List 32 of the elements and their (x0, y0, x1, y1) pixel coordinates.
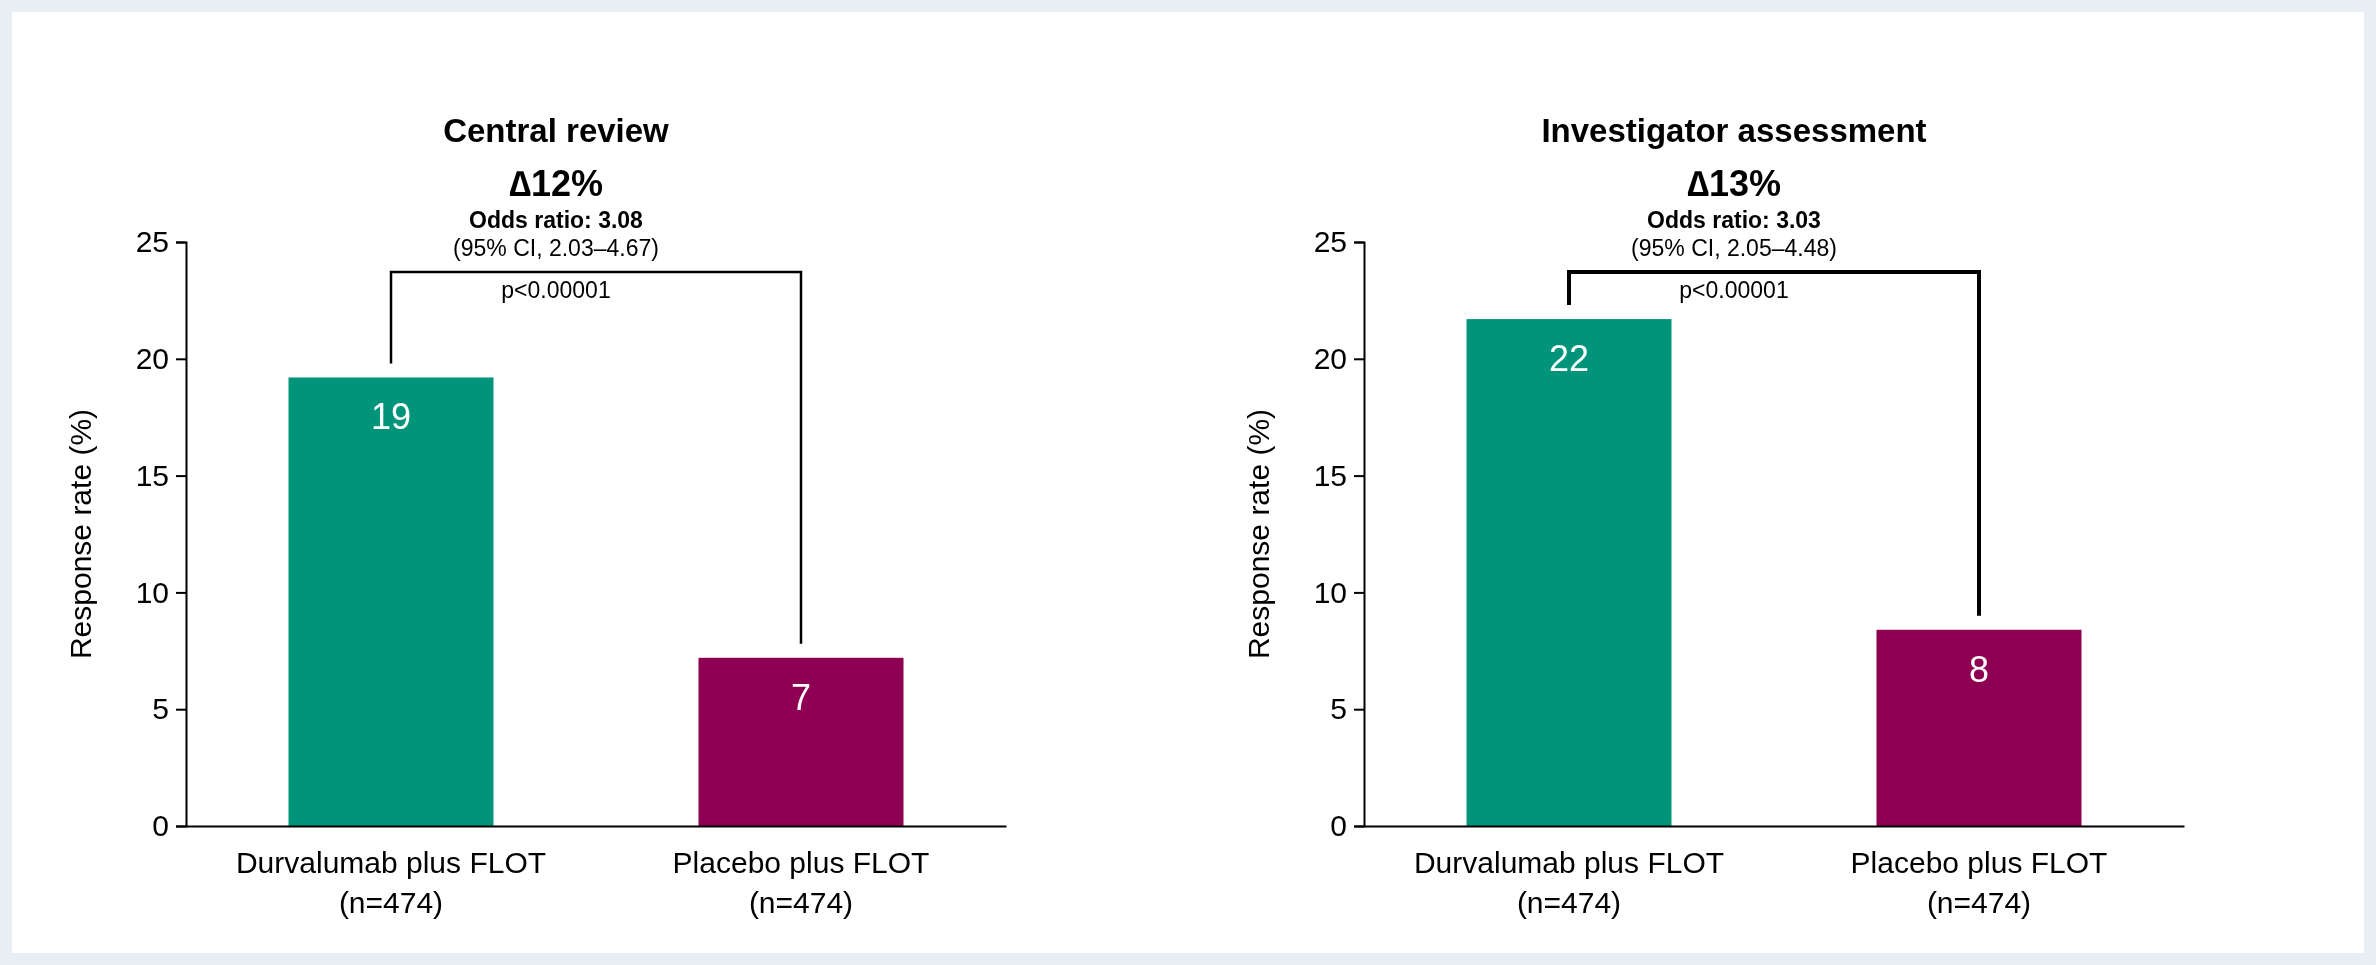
y-axis-title: Response rate (%) (1242, 408, 1275, 660)
annotation: (95% CI, 2.03–4.67) (453, 235, 659, 261)
text: Odds ratio: 3.03 (1647, 207, 1821, 233)
y-tick-label: 15 (135, 458, 169, 492)
y-tick-label: 0 (1330, 809, 1347, 843)
x-tick-label: Placebo plus FLOT (n=474) (1850, 846, 2108, 919)
chart-title: Investigator assessment (1541, 112, 1927, 149)
y-tick-label: 25 (1313, 225, 1347, 259)
text: Odds ratio: 3.08 (469, 207, 644, 233)
y-tick-label: 20 (135, 341, 169, 375)
y-tick-label: 20 (1313, 341, 1347, 375)
chart-title: Central review (443, 112, 670, 149)
y-tick-label: 0 (152, 809, 169, 843)
y-tick-label: 15 (1313, 458, 1347, 492)
data-label: 7 (790, 676, 812, 718)
annotation: p<0.00001 (1679, 277, 1789, 303)
data-label: 22 (1548, 338, 1590, 380)
y-tick-label: 5 (152, 692, 169, 726)
y-tick-label: 25 (135, 225, 169, 259)
y-tick-label: 10 (1313, 575, 1347, 609)
annotation: p<0.00001 (501, 277, 611, 303)
x-tick-label: Placebo plus FLOT (n=474) (672, 846, 930, 919)
annotation: (95% CI, 2.05–4.48) (1631, 235, 1837, 261)
x-tick-label: Durvalumab plus FLOT (n=474) (1413, 846, 1725, 919)
data-label: 8 (1968, 648, 1990, 690)
text: ∆12% (508, 163, 604, 204)
y-tick-label: 10 (135, 575, 169, 609)
y-axis-title: Response rate (%) (64, 408, 97, 660)
y-tick-label: 5 (1330, 692, 1347, 726)
data-label: 19 (370, 396, 412, 438)
x-tick-label: Durvalumab plus FLOT (n=474) (235, 846, 547, 919)
text: ∆13% (1686, 163, 1782, 204)
